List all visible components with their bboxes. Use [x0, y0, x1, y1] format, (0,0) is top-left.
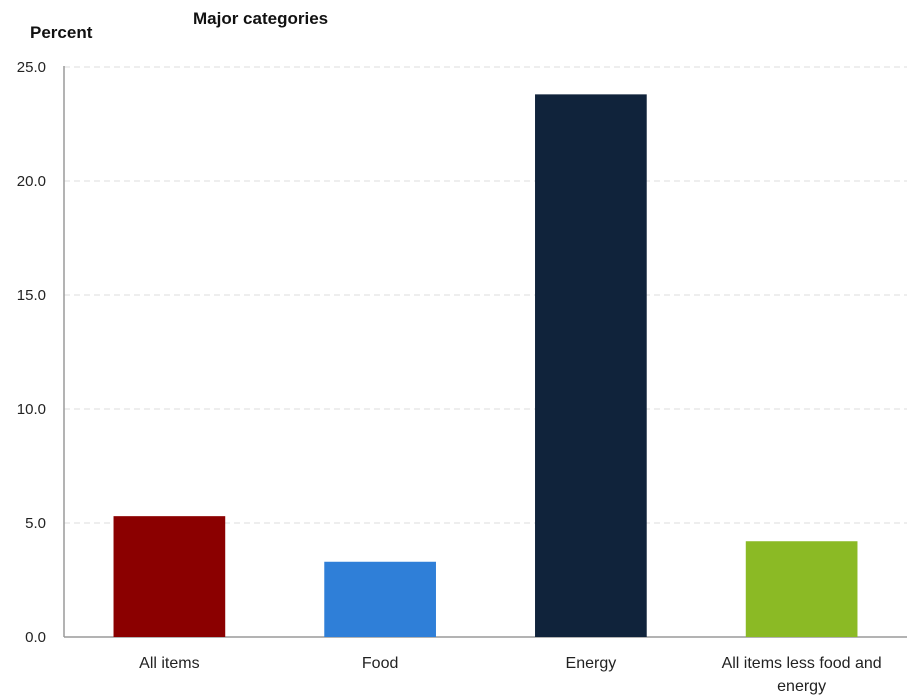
x-category-label-line: Food — [362, 655, 398, 672]
y-axis-title: Percent — [30, 23, 93, 42]
y-tick-label: 20.0 — [17, 173, 46, 190]
x-category-label: All items — [139, 655, 199, 672]
bar — [113, 516, 226, 637]
chart-title: Major categories — [193, 9, 328, 28]
x-category-label-line: All items less food and — [722, 655, 882, 672]
x-category-label-line: Energy — [566, 655, 617, 672]
bar — [324, 561, 436, 637]
y-tick-label: 5.0 — [25, 515, 46, 532]
axis-labels: 0.0 5.0 10.0 15.0 20.0 25.0 All items Food Energ… — [17, 59, 882, 695]
y-tick-label: 0.0 — [25, 629, 46, 646]
bar — [745, 541, 858, 637]
y-tick-label: 25.0 — [17, 59, 46, 76]
x-category-label: Energy — [566, 655, 617, 672]
y-tick-label: 10.0 — [17, 401, 46, 418]
x-category-label-line: energy — [777, 678, 826, 695]
x-category-label-line: All items — [139, 655, 199, 672]
gridlines — [64, 66, 907, 524]
bar — [535, 94, 647, 638]
x-category-label: Food — [362, 655, 398, 672]
x-category-label: All items less food and energy — [722, 655, 882, 695]
bars — [113, 94, 858, 638]
y-tick-label: 15.0 — [17, 287, 46, 304]
